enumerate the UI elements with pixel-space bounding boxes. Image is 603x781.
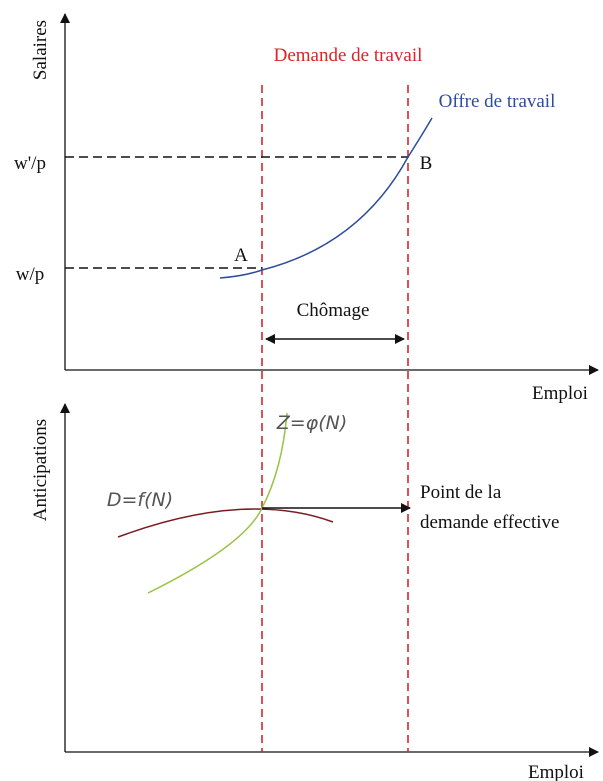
label: Offre de travail bbox=[439, 91, 556, 112]
axis-label: Emploi bbox=[532, 383, 588, 404]
label: w'/p bbox=[14, 153, 46, 174]
label: w/p bbox=[16, 264, 45, 285]
axis-label: Anticipations bbox=[30, 419, 51, 521]
label: Z=φ(N) bbox=[276, 412, 348, 434]
label: Chômage bbox=[297, 300, 370, 321]
supply-curve bbox=[219, 117, 433, 279]
label: A bbox=[234, 245, 248, 266]
label: D=f(N) bbox=[107, 489, 173, 511]
d-curve bbox=[117, 508, 334, 538]
label: Point de la bbox=[420, 482, 502, 503]
axis-label: Salaires bbox=[30, 20, 51, 80]
z-curve bbox=[147, 412, 288, 594]
label: Demande de travail bbox=[274, 45, 423, 66]
label: B bbox=[420, 153, 433, 174]
label: demande effective bbox=[420, 512, 559, 533]
axis-label: Emploi bbox=[528, 762, 584, 781]
